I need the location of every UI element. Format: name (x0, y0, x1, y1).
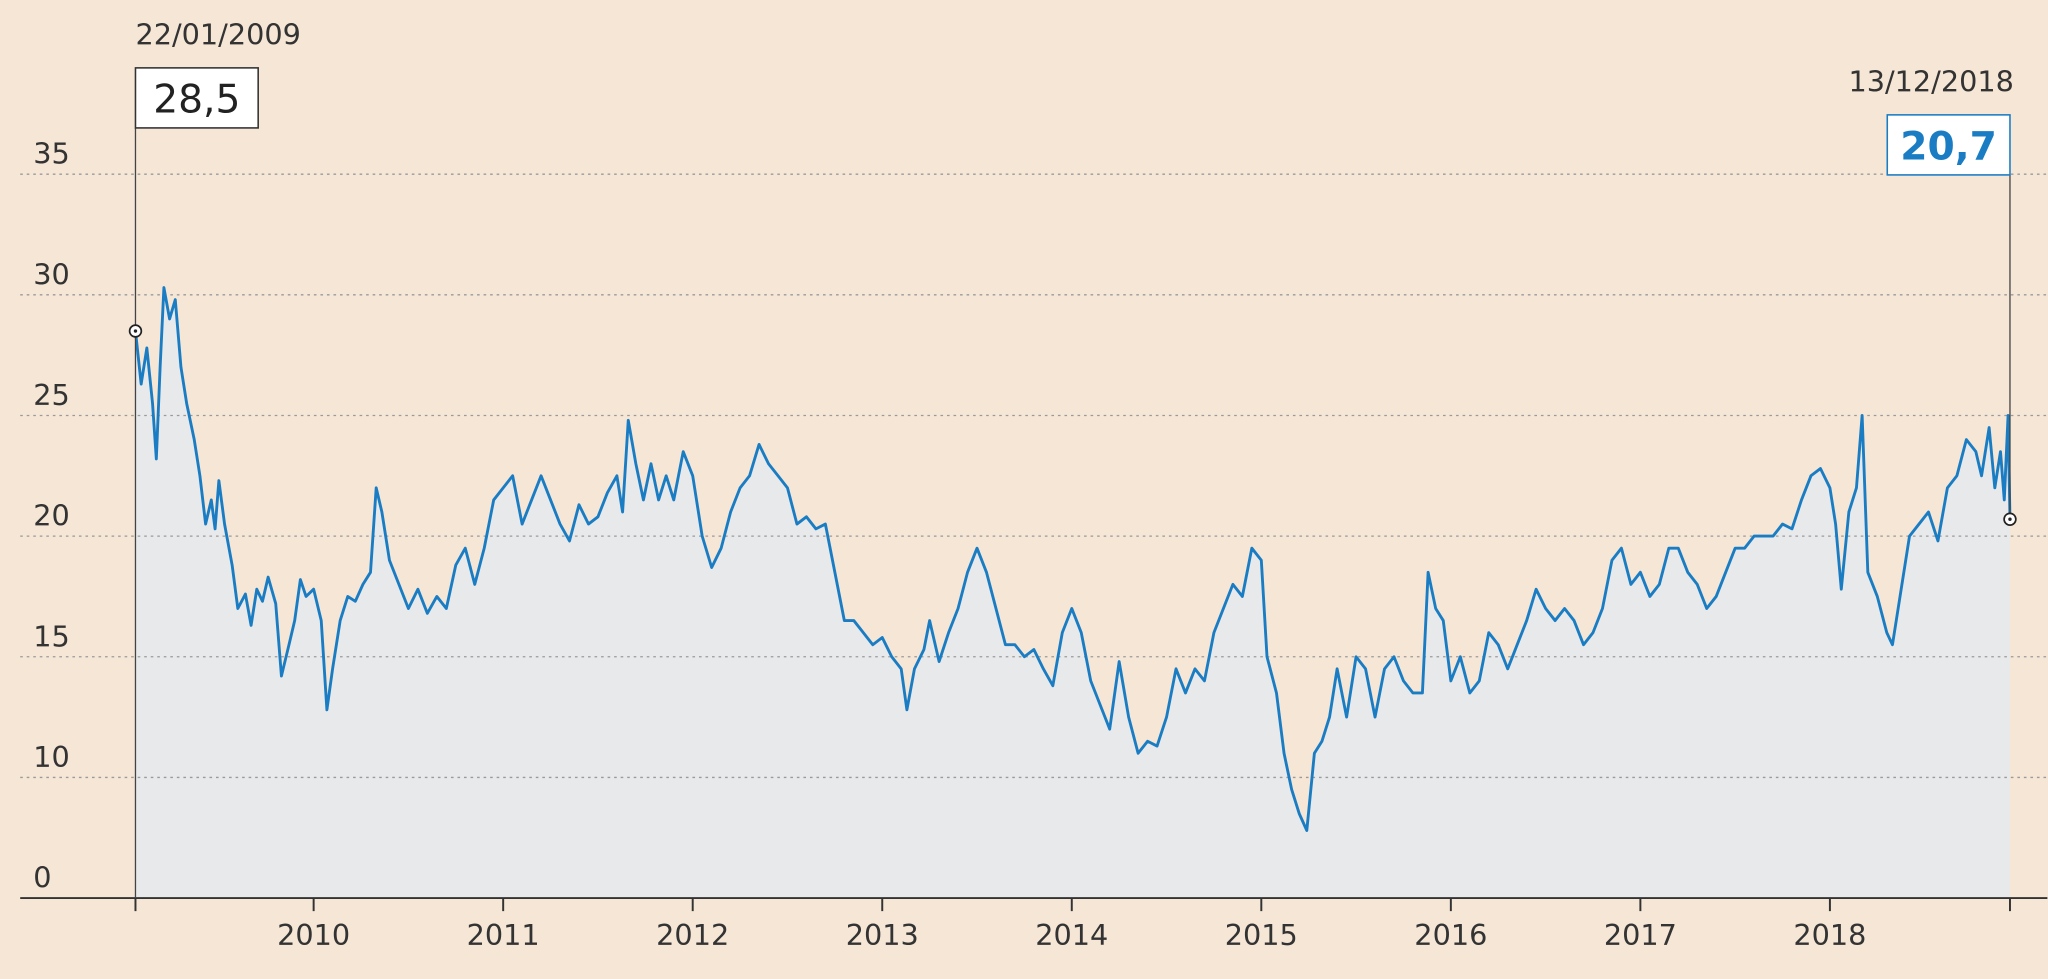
annotation-dot (133, 329, 138, 333)
area (135, 287, 2010, 899)
y-tick-label: 20 (33, 499, 70, 533)
x-tick-label: 2014 (1035, 918, 1108, 952)
annotation-value: 28,5 (153, 77, 240, 122)
x-tick-label: 2013 (846, 918, 919, 952)
x-tick-label: 2017 (1604, 918, 1677, 952)
x-tick-label: 2016 (1414, 918, 1487, 952)
annotation-date: 22/01/2009 (135, 17, 300, 51)
annotation-box (1886, 114, 2011, 176)
y-tick-label: 15 (33, 619, 70, 653)
x-tick-label: 2015 (1225, 918, 1298, 952)
x-tick-label: 2012 (656, 918, 729, 952)
annotation-date: 13/12/2018 (1848, 64, 2013, 98)
y-tick-label: 35 (33, 137, 70, 171)
y-tick-label: 10 (33, 740, 70, 774)
line (134, 286, 2012, 832)
annotation-dot (2008, 517, 2012, 521)
y-tick-label: 25 (33, 378, 70, 412)
annotation-box (134, 67, 259, 129)
x-tick-label: 2018 (1793, 918, 1866, 952)
x-tick-label: 2011 (467, 918, 540, 952)
y-tick-label: 0 (33, 861, 51, 895)
y-tick-label: 30 (33, 257, 70, 291)
annotation-value: 20,7 (1900, 124, 1997, 169)
x-tick-label: 2010 (277, 918, 350, 952)
